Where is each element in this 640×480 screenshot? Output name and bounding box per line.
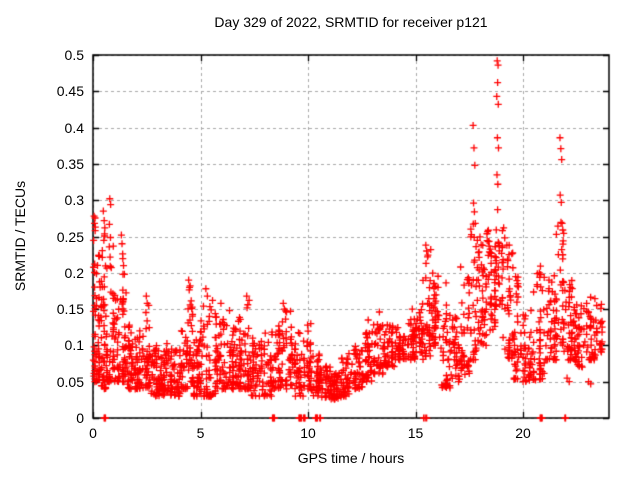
y-tick-label: 0.15 [56,301,84,318]
x-tick-label: 20 [515,425,531,441]
plot-canvas [85,47,617,426]
chart-title: Day 329 of 2022, SRMTID for receiver p12… [214,14,488,30]
y-tick-label: 0.1 [64,337,84,354]
x-tick-label: 5 [196,425,205,441]
y-tick-label: 0.3 [64,192,84,209]
y-tick-label: 0.25 [56,228,84,245]
y-tick-label: 0.2 [64,264,84,281]
y-tick-label: 0.5 [64,47,84,63]
y-tick-label: 0.4 [64,119,84,136]
y-tick-label: 0 [76,410,84,426]
y-tick-label: 0.45 [56,83,84,100]
y-tick-label: 0.05 [56,373,84,390]
x-axis-label: GPS time / hours [297,450,405,466]
x-tick-label: 0 [89,425,97,441]
x-tick-label: 15 [407,425,424,441]
y-tick-label: 0.35 [56,155,84,172]
x-tick-label: 10 [300,425,316,441]
